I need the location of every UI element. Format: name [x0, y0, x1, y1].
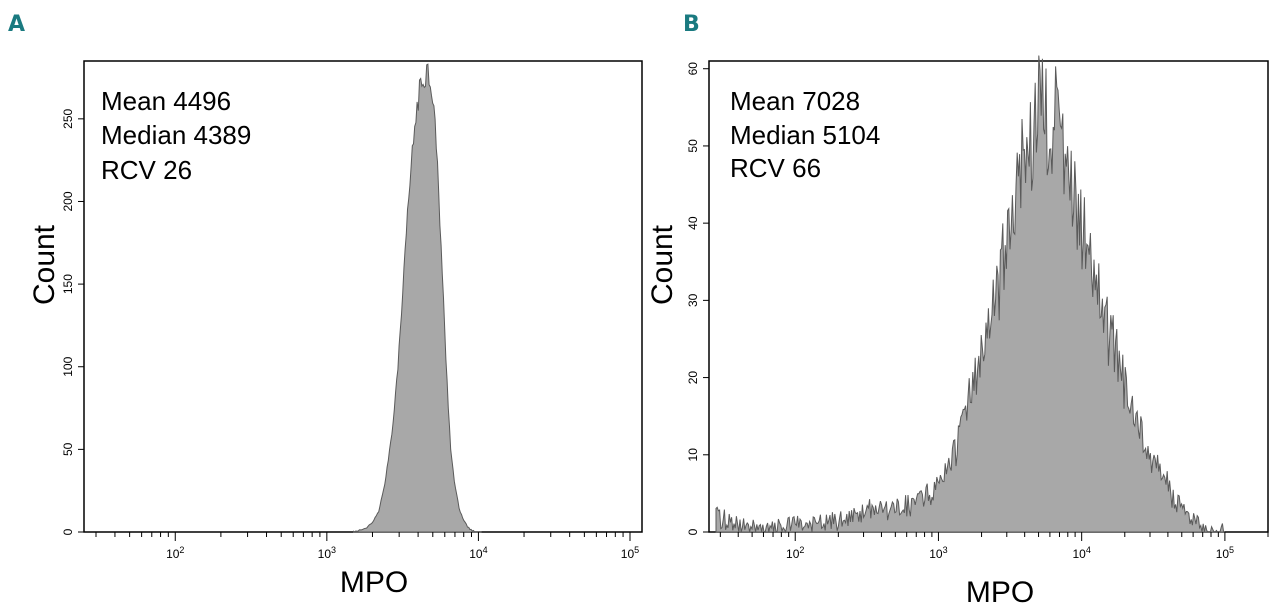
y-tick-label: 200 [61, 191, 75, 211]
y-tick-label: 150 [61, 274, 75, 294]
y-axis-ticks-a: 0 50 100 150 200 250 [61, 109, 84, 535]
x-tick-label: 105 [621, 545, 639, 561]
y-tick-label: 0 [61, 528, 75, 535]
panel-b-letter: B [683, 12, 700, 37]
y-axis-title-a: Count [28, 224, 61, 305]
y-tick-label: 10 [686, 448, 700, 462]
histogram-marks-b [715, 55, 1225, 534]
stat-mean-a: Mean 4496 [101, 86, 231, 116]
x-tick-label: 104 [469, 545, 487, 561]
histogram-marks-a [353, 63, 482, 533]
x-axis-title-b: MPO [966, 576, 1034, 609]
stat-rcv-b: RCV 66 [730, 153, 821, 183]
histogram-panel-a: 0 50 100 150 200 250 102 103 104 105 Mean 4496 M… [28, 60, 643, 599]
y-tick-label: 100 [61, 356, 75, 376]
stat-median-a: Median 4389 [101, 120, 251, 150]
y-tick-label: 250 [61, 109, 75, 129]
x-axis-ticks-a: 102 103 104 105 [95, 532, 639, 561]
histogram-area [353, 63, 482, 533]
x-axis-title-a: MPO [340, 566, 408, 599]
panel-a-letter: A [8, 12, 25, 37]
x-tick-label: 104 [1072, 545, 1090, 561]
y-tick-label: 0 [686, 528, 700, 535]
stat-rcv-a: RCV 26 [101, 155, 192, 185]
y-tick-label: 20 [686, 371, 700, 385]
stat-mean-b: Mean 7028 [730, 86, 860, 116]
x-tick-label: 105 [1216, 545, 1234, 561]
x-tick-label: 103 [929, 545, 947, 561]
y-tick-label: 50 [686, 139, 700, 153]
y-tick-label: 50 [61, 442, 75, 456]
y-tick-label: 60 [686, 62, 700, 76]
y-axis-ticks-b: 0 10 20 30 40 50 60 [686, 62, 709, 535]
y-tick-label: 40 [686, 216, 700, 230]
histogram-panel-b: 0 10 20 30 40 50 60 102 103 104 105 Mean 7028 Med… [646, 55, 1269, 609]
histogram-area [715, 55, 1225, 534]
x-tick-label: 102 [166, 545, 184, 561]
x-axis-ticks-b: 102 103 104 105 [719, 532, 1269, 561]
y-axis-title-b: Count [646, 224, 679, 305]
x-tick-label: 102 [786, 545, 804, 561]
stat-median-b: Median 5104 [730, 120, 880, 150]
x-tick-label: 103 [318, 545, 336, 561]
y-tick-label: 30 [686, 293, 700, 307]
